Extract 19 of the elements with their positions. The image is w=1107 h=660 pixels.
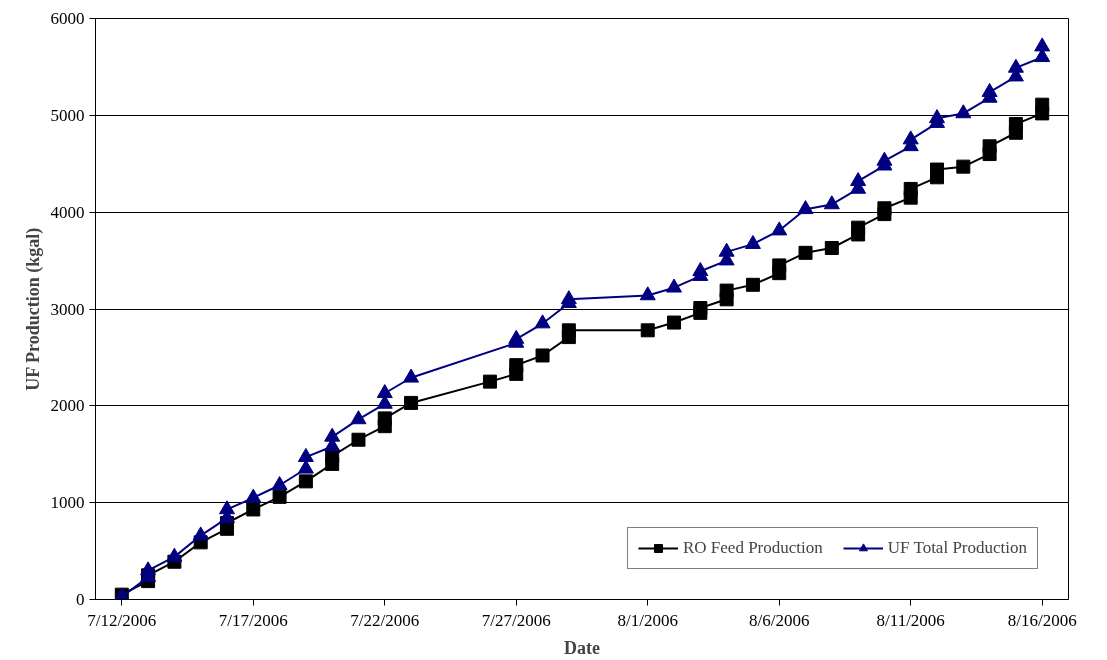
x-tick-label: 7/22/2006 [350, 610, 420, 630]
x-tick-label: 8/1/2006 [617, 610, 678, 630]
legend-label: UF Total Production [887, 538, 1027, 558]
x-tick-label: 8/16/2006 [1007, 610, 1077, 630]
y-axis-title: UF Production (kgal) [22, 227, 44, 391]
x-tick-label: 8/11/2006 [876, 610, 945, 630]
x-tick-label: 8/6/2006 [749, 610, 810, 630]
legend-label: RO Feed Production [682, 538, 823, 558]
x-tick-label: 7/17/2006 [218, 610, 288, 630]
y-tick-label: 5000 [50, 105, 85, 125]
y-tick-label: 6000 [50, 9, 85, 28]
y-tick-label: 2000 [50, 396, 85, 416]
x-axis-title: Date [564, 637, 600, 658]
x-tick-label: 7/27/2006 [481, 610, 551, 630]
y-tick-label: 4000 [50, 202, 85, 222]
y-tick-label: 1000 [50, 493, 85, 513]
x-tick-label: 7/12/2006 [87, 610, 157, 630]
y-tick-label: 0 [76, 590, 85, 609]
y-tick-label: 3000 [50, 299, 85, 319]
